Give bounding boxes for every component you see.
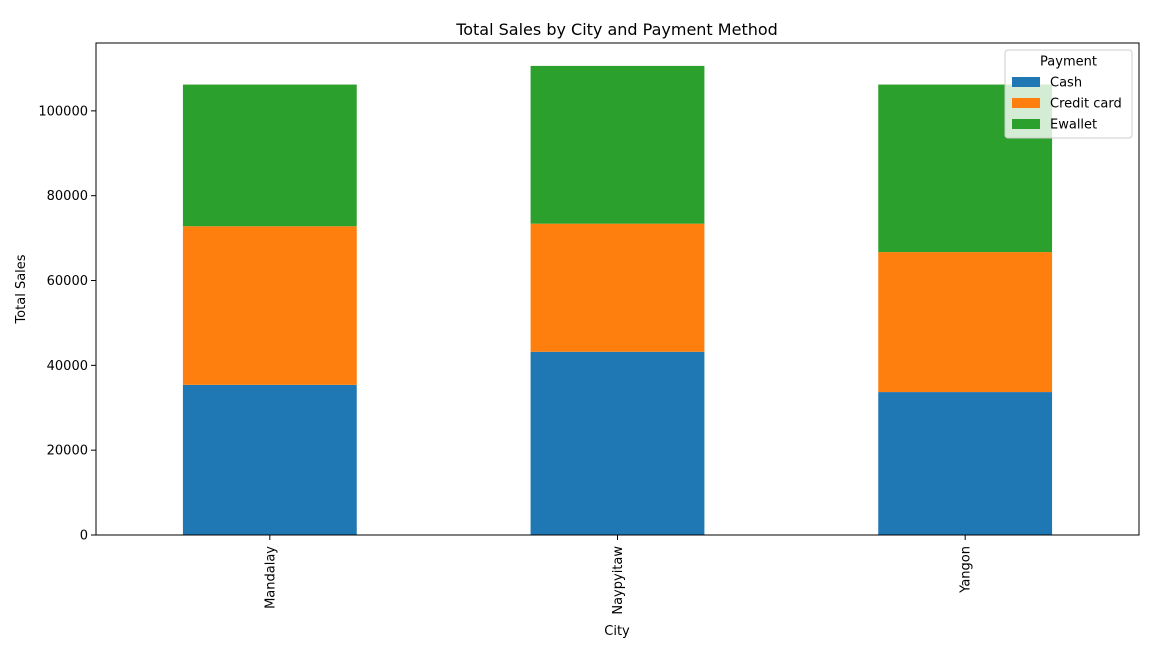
y-tick-label: 20000 [47, 444, 88, 459]
legend-title: Payment [1040, 55, 1097, 70]
x-tick-label: Mandalay [263, 546, 278, 609]
chart-title: Total Sales by City and Payment Method [455, 20, 778, 39]
bar-group [182, 65, 1053, 535]
x-axis: Mandalay Naypyitaw Yangon [263, 535, 974, 615]
legend-swatch-credit-card [1012, 98, 1040, 108]
bar-mandalay-cash [182, 384, 357, 535]
bar-yangon-credit-card [878, 252, 1053, 393]
legend-swatch-ewallet [1012, 119, 1040, 129]
y-axis: 0 20000 40000 60000 80000 100000 [38, 104, 96, 544]
x-axis-label: City [604, 624, 630, 639]
legend-label: Cash [1050, 76, 1082, 91]
y-tick-label: 80000 [47, 189, 88, 204]
x-tick-label: Naypyitaw [611, 546, 626, 615]
bar-mandalay-ewallet [182, 84, 357, 227]
y-tick-label: 100000 [38, 104, 88, 119]
bar-naypyitaw-ewallet [530, 65, 705, 224]
bar-naypyitaw-cash [530, 351, 705, 535]
y-tick-label: 60000 [47, 274, 88, 289]
legend-label: Ewallet [1050, 118, 1097, 133]
bar-yangon-cash [878, 392, 1053, 535]
legend-label: Credit card [1050, 97, 1122, 112]
y-axis-label: Total Sales [14, 254, 29, 324]
bar-mandalay-credit-card [182, 226, 357, 385]
bar-naypyitaw-credit-card [530, 223, 705, 352]
plot-frame [95, 42, 1140, 536]
y-tick-label: 0 [80, 529, 88, 544]
legend-box [1004, 49, 1133, 139]
legend: Payment Cash Credit card Ewallet [1004, 49, 1133, 139]
y-tick-label: 40000 [47, 359, 88, 374]
legend-swatch-cash [1012, 77, 1040, 87]
x-tick-label: Yangon [959, 546, 974, 594]
